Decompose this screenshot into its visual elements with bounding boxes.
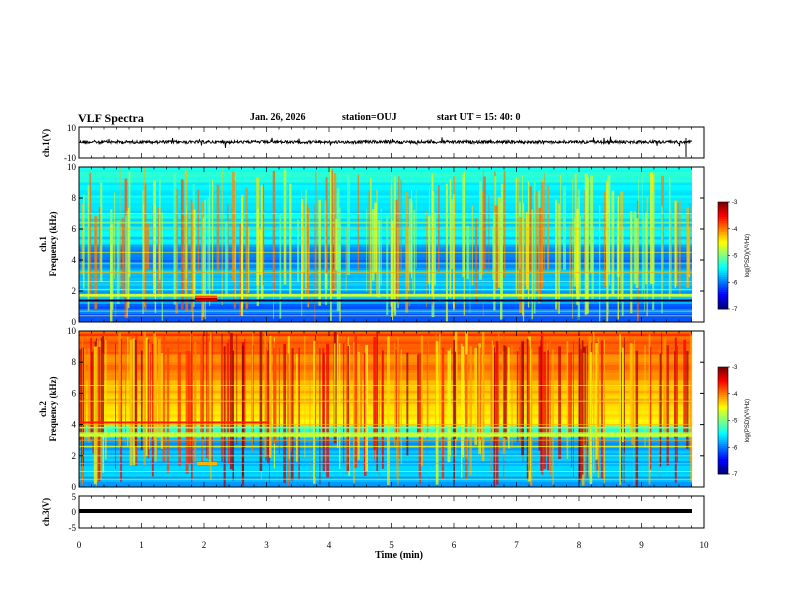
- spectrogram-ch2-ylabel-freq: Frequency (kHz): [48, 376, 58, 441]
- xtick-10: 10: [700, 540, 710, 550]
- ch3-ytick-minus5: -5: [69, 523, 77, 533]
- colorbar-ch2-tick: -5: [732, 419, 738, 425]
- colorbar-ch2-tick: -3: [732, 365, 738, 371]
- chart-title: VLF Spectra: [78, 111, 144, 125]
- ch1-ylabel: ch.1(V): [41, 129, 51, 157]
- ch3-ytick-5: 5: [72, 492, 77, 502]
- spectrogram-ch1-ytick-2: 2: [72, 286, 77, 296]
- spectrogram-ch2-ytick-0: 0: [72, 482, 77, 492]
- spectrogram-ch2-ylabel-channel: ch.2: [38, 401, 48, 417]
- spectrogram-ch2-ytick-2: 2: [72, 451, 77, 461]
- colorbar-ch2-label: log(PSD)(V²/Hz): [745, 399, 751, 442]
- colorbar-ch2-tick: -6: [732, 445, 738, 451]
- colorbar-ch1-tick: -5: [732, 254, 738, 260]
- colorbar-ch2: [718, 367, 728, 475]
- ch3-ytick-0: 0: [72, 507, 77, 517]
- ch1-ytick-minus10: -10: [64, 153, 76, 163]
- xtick-8: 8: [577, 540, 582, 550]
- xtick-0: 0: [77, 540, 82, 550]
- spectrogram-ch2-ytick-6: 6: [72, 388, 77, 398]
- spectrogram-ch1-ytick-6: 6: [72, 224, 77, 234]
- spectrogram-ch2-ytick-10: 10: [67, 326, 77, 336]
- colorbar-ch1-tick: -6: [732, 280, 738, 286]
- waveform-ch3-trace: [79, 509, 692, 513]
- colorbar-ch1: [718, 202, 728, 310]
- ch3-ylabel: ch.3(V): [41, 498, 51, 526]
- xtick-3: 3: [264, 540, 269, 550]
- x-axis-label: Time (min): [375, 550, 423, 561]
- colorbar-ch1-tick: -3: [732, 200, 738, 206]
- xtick-4: 4: [327, 540, 332, 550]
- spectrogram-ch1-ylabel-channel: ch.1: [38, 236, 48, 252]
- spectrogram-ch1-ytick-10: 10: [67, 162, 77, 172]
- spectrogram-ch2-ytick-8: 8: [72, 357, 77, 367]
- spectrogram-ch1-ytick-8: 8: [72, 193, 77, 203]
- xtick-7: 7: [514, 540, 519, 550]
- ch1-ytick-10: 10: [67, 123, 77, 133]
- colorbar-ch1-tick: -4: [732, 227, 738, 233]
- colorbar-ch2-tick: -4: [732, 392, 738, 398]
- xtick-1: 1: [139, 540, 144, 550]
- xtick-5: 5: [389, 540, 394, 550]
- waveform-ch1-trace: [78, 136, 693, 148]
- start-time-label: start UT = 15: 40: 0: [437, 112, 521, 123]
- spectrogram-ch2-ytick-4: 4: [72, 420, 77, 430]
- spectrogram-ch1-ylabel-freq: Frequency (kHz): [48, 211, 58, 276]
- colorbar-ch1-tick: -7: [732, 307, 738, 313]
- spectrogram-ch2: [79, 331, 693, 488]
- colorbar-ch1-label: log(PSD)(V²/Hz): [745, 234, 751, 277]
- spectrogram-ch1-ytick-4: 4: [72, 255, 77, 265]
- xtick-6: 6: [452, 540, 457, 550]
- xtick-2: 2: [202, 540, 207, 550]
- station-label: station=OUJ: [342, 112, 397, 123]
- xtick-9: 9: [639, 540, 644, 550]
- colorbar-ch2-tick: -7: [732, 472, 738, 478]
- date-label: Jan. 26, 2026: [250, 112, 306, 123]
- spectrogram-ch1-ytick-0: 0: [72, 317, 77, 327]
- spectrogram-ch1: [79, 167, 692, 323]
